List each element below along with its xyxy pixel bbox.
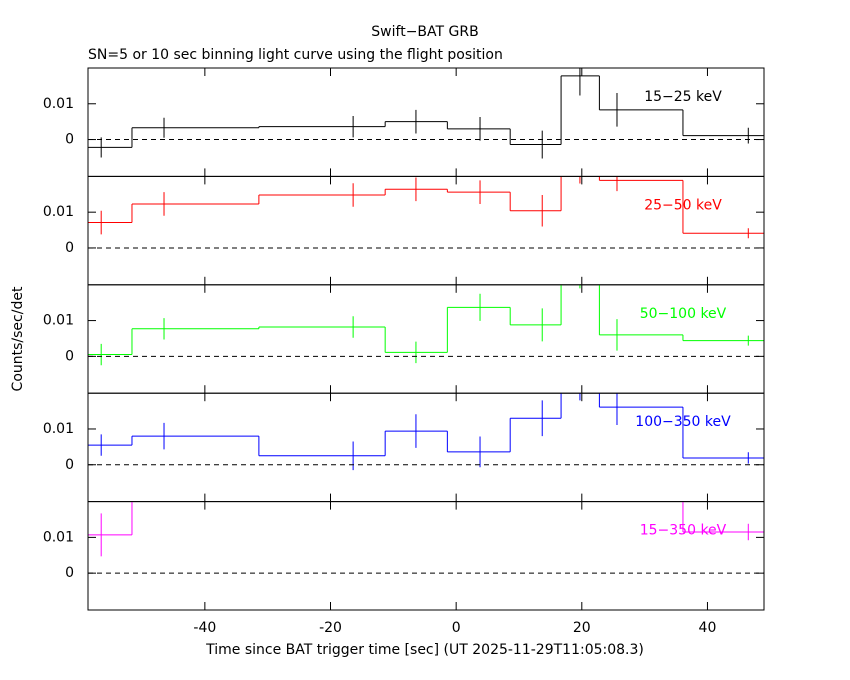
panel-frame (87, 392, 765, 503)
panel-frame (87, 284, 765, 394)
y-tick-label: 0 (65, 132, 74, 148)
panel-frame (87, 175, 765, 286)
panel-frame (87, 501, 765, 611)
y-tick-label: 0 (65, 348, 74, 364)
panel-data (88, 176, 764, 239)
y-axis-label: Counts/sec/det (10, 286, 26, 391)
y-tick-label: 0.01 (43, 421, 74, 437)
y-tick-label: 0 (65, 457, 74, 473)
y-tick-label: 0.01 (43, 204, 74, 220)
y-tick-label: 0.01 (43, 96, 74, 112)
y-tick-label: 0 (65, 565, 74, 581)
series-label: 15−350 keV (640, 523, 727, 539)
series-label: 100−350 keV (635, 414, 731, 430)
y-tick-label: 0.01 (43, 313, 74, 329)
y-tick-label: 0.01 (43, 529, 74, 545)
x-tick-label: 0 (452, 620, 461, 636)
y-tick-label: 0 (65, 240, 74, 256)
chart-subtitle: SN=5 or 10 sec binning light curve using… (88, 47, 503, 63)
x-tick-label: -20 (319, 620, 342, 636)
x-axis-label: Time since BAT trigger time [sec] (UT 20… (205, 642, 644, 658)
chart-title: Swift−BAT GRB (371, 24, 478, 40)
panel-data (88, 393, 764, 471)
panel-data (88, 284, 764, 366)
series-label: 15−25 keV (644, 89, 722, 105)
panel-data (88, 501, 764, 557)
panel-data (88, 68, 764, 159)
series-label: 25−50 keV (644, 197, 722, 213)
x-tick-label: -40 (193, 620, 216, 636)
series-label: 50−100 keV (640, 306, 727, 322)
x-tick-label: 40 (699, 620, 717, 636)
panel-frame (87, 67, 765, 177)
x-tick-label: 20 (573, 620, 591, 636)
